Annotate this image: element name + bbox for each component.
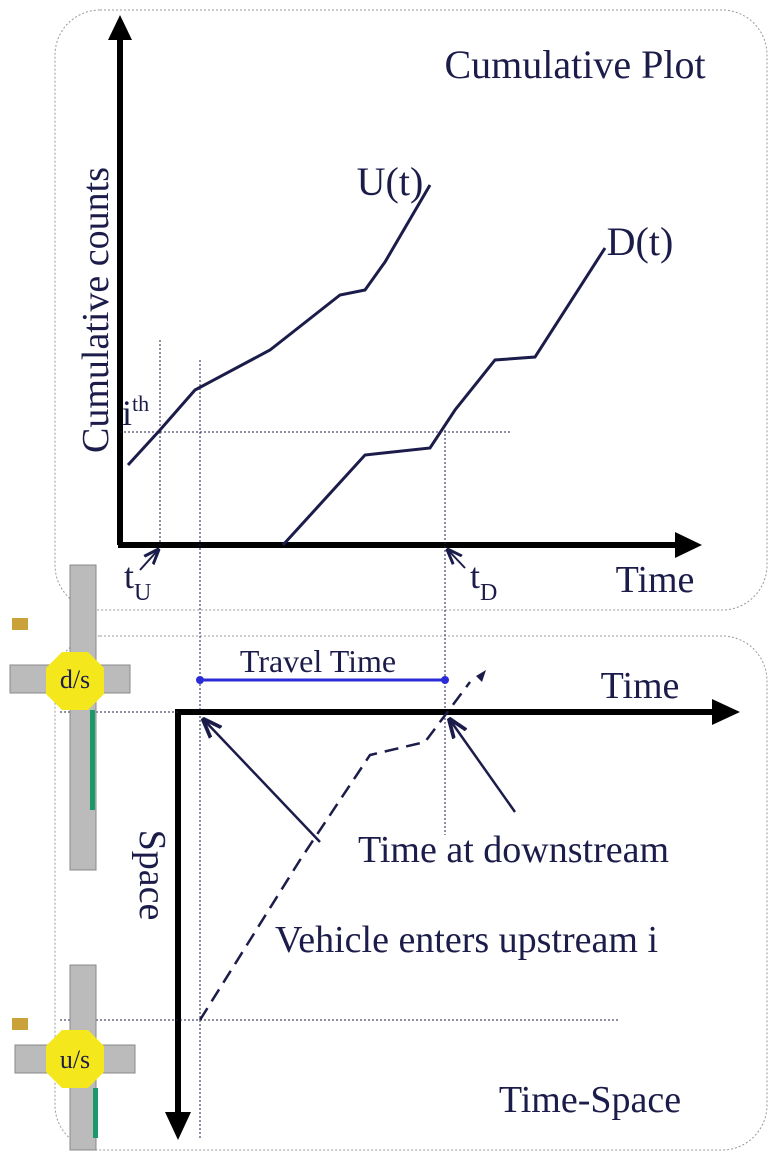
label-base: t <box>124 556 134 596</box>
intersection-label: d/s <box>60 665 90 694</box>
intersection-label: u/s <box>60 1045 90 1074</box>
pointer <box>450 720 515 812</box>
y-axis-label: Space <box>131 830 173 921</box>
endpoint <box>196 676 204 684</box>
td-label: tD <box>470 556 497 606</box>
tu-label: tU <box>124 556 151 606</box>
arrowhead <box>165 1112 191 1140</box>
x-axis-label: Time <box>616 559 695 601</box>
top-panel <box>55 10 767 610</box>
arrowhead <box>675 532 702 558</box>
annotation: Time at downstream <box>358 829 669 871</box>
diagram: Cumulative Plot Cumulative counts Time U… <box>0 0 770 1154</box>
arrowhead <box>712 699 740 725</box>
label-sup: th <box>132 391 149 416</box>
label-base: i <box>122 393 132 433</box>
arrowhead <box>476 670 486 682</box>
u-curve <box>128 185 430 465</box>
pointer <box>204 720 320 842</box>
x-axis-label: Time <box>601 665 680 707</box>
label-sub: D <box>480 580 497 606</box>
page: Cumulative Plot Cumulative counts Time U… <box>0 0 770 1154</box>
annotation: Vehicle enters upstream i <box>275 919 658 961</box>
travel-time-label: Travel Time <box>240 643 396 679</box>
y-axis-label: Cumulative counts <box>75 167 117 453</box>
intersection-us: u/s <box>12 965 135 1150</box>
curve-label: D(t) <box>607 219 674 264</box>
pointer <box>140 550 158 570</box>
endpoint <box>441 676 449 684</box>
label-base: t <box>470 556 480 596</box>
ith-label: ith <box>122 391 149 433</box>
intersection-ds: d/s <box>10 565 130 870</box>
d-curve <box>283 248 605 545</box>
label-sub: U <box>134 580 151 606</box>
arrowhead <box>108 15 132 40</box>
panel-title: Cumulative Plot <box>444 42 705 87</box>
curve-label: U(t) <box>357 159 424 204</box>
pointer <box>448 550 465 568</box>
panel-title: Time-Space <box>499 1079 681 1121</box>
